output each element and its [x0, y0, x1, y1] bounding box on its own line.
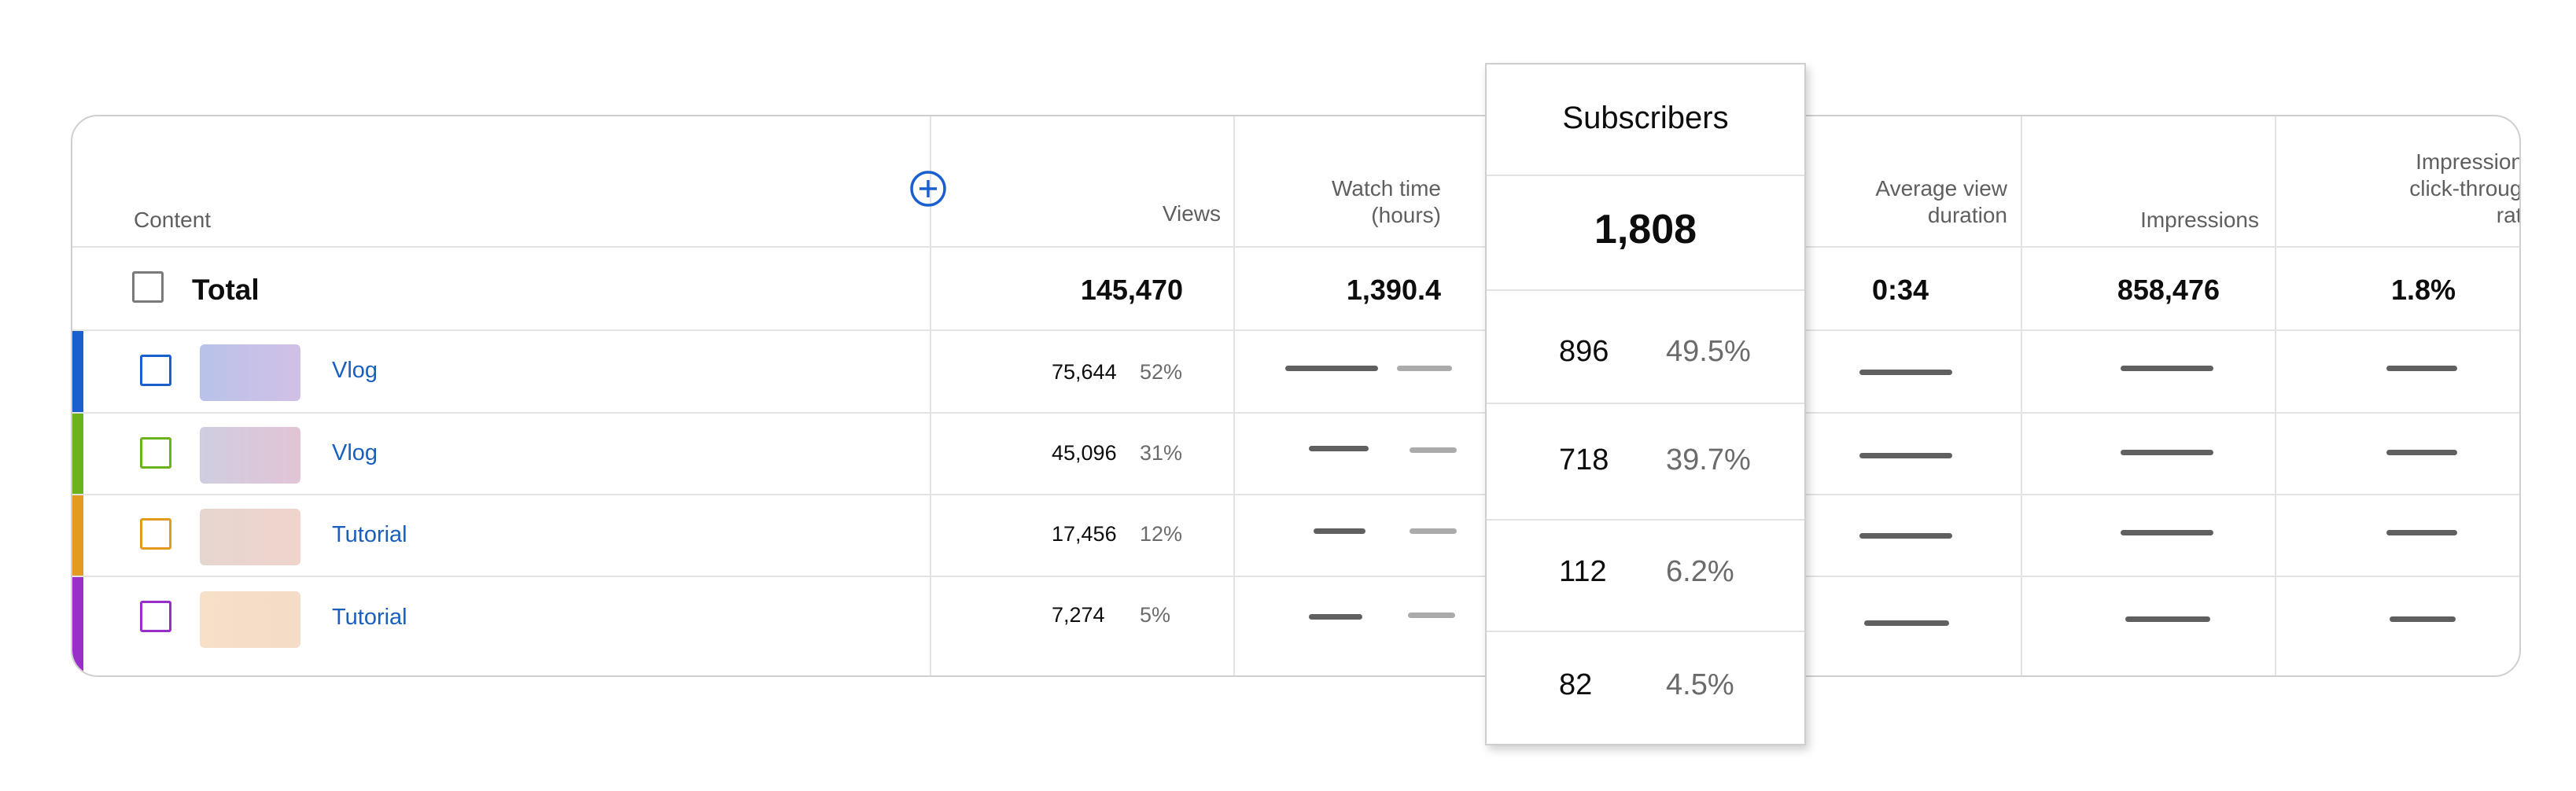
subscribers-row-value: 718	[1559, 443, 1609, 476]
total-checkbox[interactable]	[132, 271, 164, 303]
impressions-placeholder-bar	[2121, 530, 2213, 535]
row-views-share: 12%	[1140, 522, 1183, 546]
row-divider	[72, 412, 2519, 414]
watch-time-placeholder-bar	[1285, 366, 1378, 371]
subscribers-metric-panel: Subscribers 1,808 896 49.5% 718 39.7% 11…	[1485, 63, 1806, 745]
watch-time-placeholder-bar	[1314, 528, 1365, 534]
row-color-accent	[72, 577, 83, 675]
row-divider	[72, 576, 2519, 577]
ctr-placeholder-bar	[2390, 616, 2456, 622]
video-title-link[interactable]: Tutorial	[332, 605, 407, 630]
column-divider	[930, 116, 931, 675]
row-checkbox[interactable]	[140, 437, 171, 469]
header-watch-time-line2: (hours)	[1371, 203, 1441, 227]
header-avg-view-line2: duration	[1927, 203, 2007, 227]
row-checkbox[interactable]	[140, 518, 171, 550]
watch-time-placeholder-bar	[1410, 447, 1457, 453]
header-watch-time[interactable]: Watch time (hours)	[1299, 175, 1441, 229]
row-color-accent	[72, 331, 83, 412]
total-ctr: 1.8%	[2390, 274, 2456, 306]
video-thumbnail[interactable]	[200, 344, 300, 401]
popup-divider	[1487, 519, 1804, 521]
row-views-share: 52%	[1140, 360, 1183, 384]
subscribers-row-share: 39.7%	[1666, 443, 1751, 476]
row-divider	[72, 246, 2519, 248]
column-divider	[1233, 116, 1235, 675]
row-checkbox[interactable]	[140, 601, 171, 632]
impressions-placeholder-bar	[2121, 450, 2213, 455]
row-divider	[72, 494, 2519, 495]
ctr-placeholder-bar	[2386, 450, 2457, 455]
watch-time-placeholder-bar	[1309, 446, 1369, 451]
header-ctr-line2: click-through	[2409, 176, 2521, 201]
total-impressions: 858,476	[2117, 274, 2220, 306]
header-ctr-line3: rate	[2496, 203, 2519, 227]
header-impressions[interactable]: Impressions	[2140, 208, 2259, 232]
avg-view-placeholder-bar	[1859, 453, 1952, 458]
total-watch-time: 1,390.4	[1346, 274, 1441, 306]
row-views: 45,096	[1052, 441, 1117, 465]
subscribers-total: 1,808	[1594, 207, 1697, 252]
video-thumbnail[interactable]	[200, 427, 300, 484]
header-content[interactable]: Content	[134, 208, 212, 232]
video-title-link[interactable]: Tutorial	[332, 522, 407, 547]
avg-view-placeholder-bar	[1859, 533, 1952, 539]
avg-view-placeholder-bar	[1859, 370, 1952, 375]
video-thumbnail[interactable]	[200, 591, 300, 648]
popup-divider	[1487, 631, 1804, 632]
ctr-placeholder-bar	[2386, 530, 2457, 535]
video-title-link[interactable]: Vlog	[332, 358, 378, 383]
subscribers-row-share: 49.5%	[1666, 335, 1751, 368]
row-views-share: 31%	[1140, 441, 1183, 465]
row-divider	[72, 329, 2519, 331]
header-avg-view-duration[interactable]: Average view duration	[1803, 175, 2007, 229]
popup-divider	[1487, 289, 1804, 291]
popup-divider	[1487, 403, 1804, 404]
video-thumbnail[interactable]	[200, 509, 300, 565]
header-ctr[interactable]: Impressions click-through rate	[2314, 149, 2521, 229]
header-watch-time-line1: Watch time	[1332, 176, 1441, 201]
add-circle-icon[interactable]	[908, 169, 948, 208]
avg-view-placeholder-bar	[1864, 620, 1949, 626]
header-views[interactable]: Views	[1162, 201, 1221, 226]
subscribers-row-share: 4.5%	[1666, 668, 1734, 701]
video-title-link[interactable]: Vlog	[332, 440, 378, 465]
header-ctr-line1: Impressions	[2416, 149, 2519, 174]
subscribers-row-share: 6.2%	[1666, 555, 1734, 588]
subscribers-row-value: 112	[1559, 555, 1607, 588]
row-checkbox[interactable]	[140, 355, 171, 386]
row-color-accent	[72, 495, 83, 576]
total-label: Total	[192, 274, 260, 306]
watch-time-placeholder-bar	[1410, 528, 1457, 534]
row-views: 17,456	[1052, 522, 1117, 546]
subscribers-title: Subscribers	[1562, 101, 1729, 135]
column-divider	[2275, 116, 2276, 675]
total-avg-view-duration: 0:34	[1871, 274, 1929, 306]
impressions-placeholder-bar	[2121, 366, 2213, 371]
column-divider	[2021, 116, 2022, 675]
header-avg-view-line1: Average view	[1875, 176, 2007, 201]
subscribers-row-value: 896	[1559, 335, 1609, 368]
ctr-placeholder-bar	[2386, 366, 2457, 371]
row-views: 7,274	[1052, 603, 1105, 627]
impressions-placeholder-bar	[2125, 616, 2210, 622]
total-views: 145,470	[1080, 274, 1183, 306]
row-views: 75,644	[1052, 360, 1117, 384]
watch-time-placeholder-bar	[1408, 613, 1455, 618]
row-views-share: 5%	[1140, 603, 1171, 627]
watch-time-placeholder-bar	[1309, 614, 1362, 620]
analytics-table: Content Views Watch time (hours) Average…	[71, 115, 2521, 677]
watch-time-placeholder-bar	[1397, 366, 1452, 371]
popup-divider	[1487, 175, 1804, 176]
row-color-accent	[72, 414, 83, 494]
subscribers-row-value: 82	[1559, 668, 1593, 701]
